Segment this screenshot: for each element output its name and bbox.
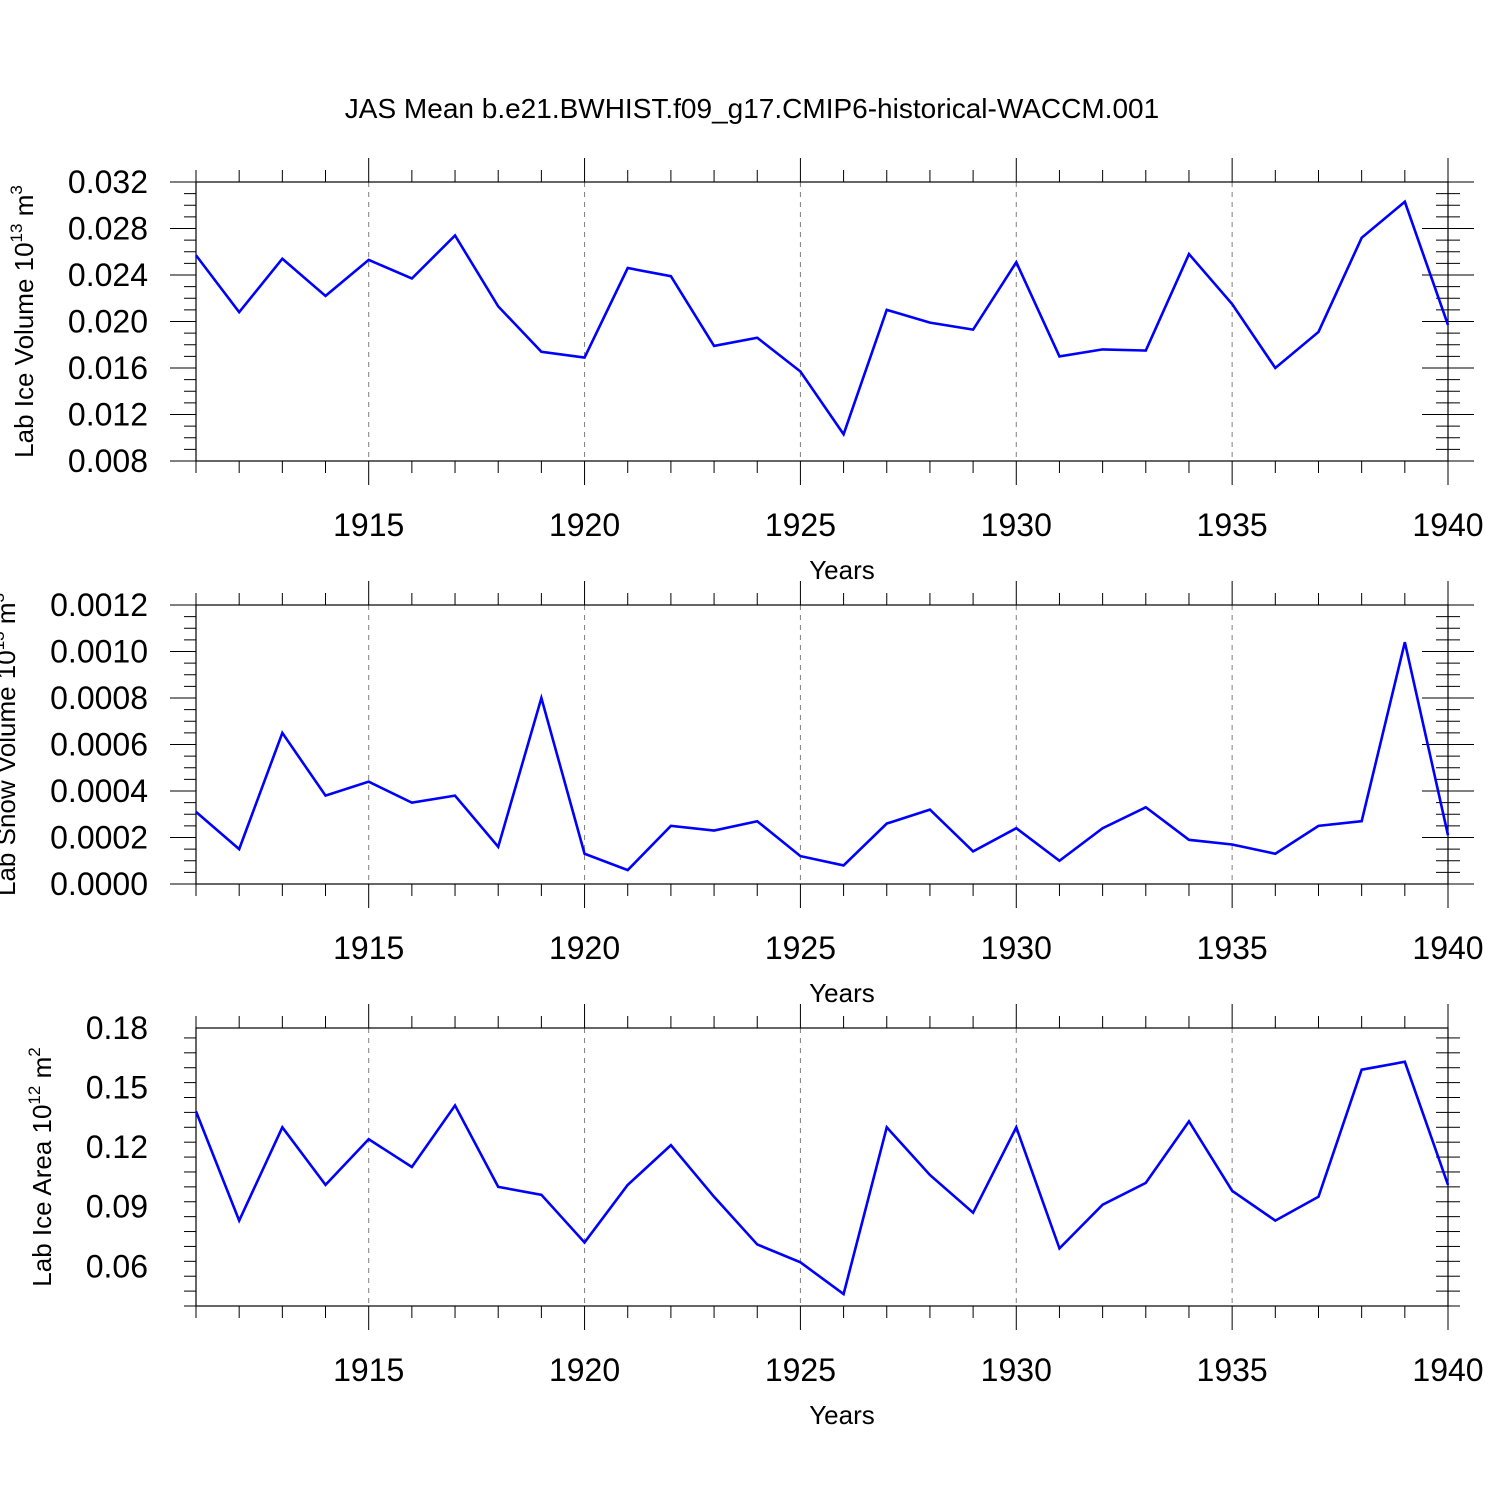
y-tick-label: 0.020 [68, 304, 148, 340]
y-tick-label: 0.024 [68, 257, 148, 293]
y-axis-label: Lab Ice Area 1012 m2 [25, 1047, 57, 1286]
x-tick-label: 1930 [981, 507, 1052, 543]
y-tick-label: 0.0000 [50, 866, 148, 902]
x-tick-label: 1925 [765, 930, 836, 966]
y-tick-label: 0.0012 [50, 587, 148, 623]
x-tick-label: 1920 [549, 507, 620, 543]
x-tick-label: 1915 [333, 930, 404, 966]
y-tick-label: 0.0008 [50, 680, 148, 716]
y-tick-label: 0.016 [68, 350, 148, 386]
panel-2: 1915 1920 1925 1930 1935 1940 Years 0.0000 0.000… [0, 581, 1484, 1008]
series-line [196, 642, 1448, 870]
plot-frame [196, 605, 1448, 884]
y-tick-label: 0.032 [68, 164, 148, 200]
x-tick-label: 1920 [549, 930, 620, 966]
y-axis-label-unit: m [27, 1057, 57, 1086]
y-tick-label: 0.008 [68, 443, 148, 479]
x-tick-label: 1935 [1197, 507, 1268, 543]
y-tick-label: 0.06 [86, 1248, 148, 1284]
y-axis-label: Lab Ice Volume 1013 m3 [7, 185, 39, 458]
plot-frame [196, 182, 1448, 461]
y-tick-label: 0.0006 [50, 727, 148, 763]
x-axis-label: Years [809, 978, 875, 1008]
panel-1: 1915 1920 1925 1930 1935 1940 Years 0.008 0.012 0… [7, 158, 1484, 585]
x-tick-label: 1930 [981, 1352, 1052, 1388]
y-tick-label: 0.0010 [50, 634, 148, 670]
y-axis-label-unit-exponent: 3 [7, 185, 26, 194]
series-line [196, 202, 1448, 435]
y-axis-label-exponent: 13 [7, 224, 26, 243]
plot-frame [196, 1028, 1448, 1306]
y-tick-label: 0.0004 [50, 773, 148, 809]
x-axis-label: Years [809, 1400, 875, 1430]
y-axis-label-unit-exponent: 2 [25, 1047, 44, 1056]
y-axis-label: Lab Snow Volume 1013 m3 [0, 593, 21, 896]
y-axis-label-unit: m [0, 602, 21, 631]
y-axis-label-main: Lab Ice Volume 10 [9, 242, 39, 457]
x-tick-label: 1935 [1197, 930, 1268, 966]
x-tick-label: 1940 [1412, 1352, 1483, 1388]
y-axis-label-main: Lab Ice Area 10 [27, 1105, 57, 1287]
x-tick-label: 1925 [765, 507, 836, 543]
panels: 1915 1920 1925 1930 1935 1940 Years 0.008 0.012 0… [0, 158, 1484, 1430]
panel-3: 1915 1920 1925 1930 1935 1940 Years 0.06 0.09 0.1… [25, 1004, 1484, 1430]
y-axis-label-exponent: 13 [0, 631, 8, 650]
y-tick-label: 0.0002 [50, 820, 148, 856]
y-tick-label: 0.012 [68, 397, 148, 433]
x-tick-label: 1940 [1412, 507, 1483, 543]
y-tick-label: 0.09 [86, 1189, 148, 1225]
x-tick-label: 1915 [333, 1352, 404, 1388]
y-axis-label-exponent: 12 [25, 1086, 44, 1105]
x-tick-label: 1930 [981, 930, 1052, 966]
y-axis-label-unit: m [9, 195, 39, 224]
y-tick-label: 0.15 [86, 1070, 148, 1106]
x-tick-label: 1935 [1197, 1352, 1268, 1388]
x-tick-label: 1920 [549, 1352, 620, 1388]
y-axis-label-unit-exponent: 3 [0, 593, 8, 602]
y-axis-label-main: Lab Snow Volume 10 [0, 650, 21, 896]
y-tick-label: 0.028 [68, 211, 148, 247]
y-tick-label: 0.18 [86, 1010, 148, 1046]
x-tick-label: 1940 [1412, 930, 1483, 966]
x-axis-label: Years [809, 555, 875, 585]
series-line [196, 1062, 1448, 1294]
x-tick-label: 1915 [333, 507, 404, 543]
y-tick-label: 0.12 [86, 1129, 148, 1165]
x-tick-label: 1925 [765, 1352, 836, 1388]
figure-title: JAS Mean b.e21.BWHIST.f09_g17.CMIP6-hist… [345, 93, 1159, 124]
